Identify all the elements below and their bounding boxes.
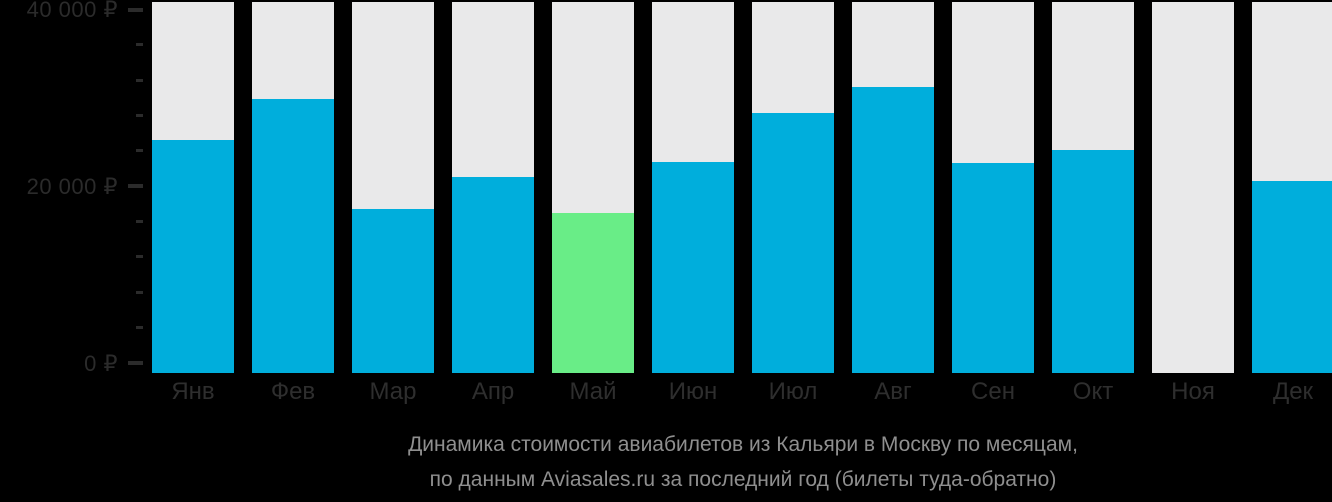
y-axis-minor-tick xyxy=(136,149,143,152)
bar-fill-apr xyxy=(452,177,534,373)
bar-column-may[interactable] xyxy=(552,2,634,373)
month-label-jun: Июн xyxy=(668,378,718,405)
bar-column-dec[interactable] xyxy=(1252,2,1332,373)
bar-fill-dec xyxy=(1252,181,1332,373)
month-label-sep: Сен xyxy=(971,378,1015,405)
month-label-aug: Авг xyxy=(874,378,912,405)
plot-area: 0 ₽ 20 000 ₽ 40 000 ₽ xyxy=(26,0,1332,376)
bar-column-oct[interactable] xyxy=(1052,2,1134,373)
bar-column-jan[interactable] xyxy=(152,2,234,373)
bar-fill-jul xyxy=(752,113,834,373)
bar-fill-oct xyxy=(1052,150,1134,373)
month-label-apr: Апр xyxy=(471,378,515,405)
bar-column-jul[interactable] xyxy=(752,2,834,373)
bar-column-jun[interactable] xyxy=(652,2,734,373)
y-axis-major-tick xyxy=(128,184,143,188)
bar-fill-sep xyxy=(952,163,1034,373)
chart-title: Динамика стоимости авиабилетов из Кальяр… xyxy=(154,427,1332,497)
month-label-jul: Июл xyxy=(768,378,818,405)
bar-column-aug[interactable] xyxy=(852,2,934,373)
month-label-dec: Дек xyxy=(1272,378,1314,405)
y-axis-minor-tick xyxy=(136,255,143,258)
y-axis-minor-tick xyxy=(136,326,143,329)
bar-fill-jun xyxy=(652,162,734,373)
bar-fill-may xyxy=(552,213,634,373)
y-axis-label-0: 0 ₽ xyxy=(84,351,118,376)
month-label-nov: Ноя xyxy=(1171,378,1215,405)
month-label-oct: Окт xyxy=(1072,378,1114,405)
bar-fill-feb xyxy=(252,99,334,373)
bar-column-apr[interactable] xyxy=(452,2,534,373)
month-label-mar: Мар xyxy=(369,378,417,405)
month-label-feb: Фев xyxy=(270,378,316,405)
y-axis-minor-tick xyxy=(136,43,143,46)
bar-column-nov[interactable] xyxy=(1152,2,1234,373)
y-axis-label-20000: 20 000 ₽ xyxy=(26,174,118,199)
y-axis-minor-tick xyxy=(136,79,143,82)
bar-fill-aug xyxy=(852,87,934,373)
bar-fill-jan xyxy=(152,140,234,373)
month-label-jan: Янв xyxy=(171,378,215,405)
y-axis-minor-tick xyxy=(136,291,143,294)
y-axis-minor-tick xyxy=(136,114,143,117)
y-axis-major-tick xyxy=(128,8,143,12)
chart-title-line1: Динамика стоимости авиабилетов из Кальяр… xyxy=(408,433,1078,456)
y-axis-label-40000: 40 000 ₽ xyxy=(26,0,118,22)
bar-column-feb[interactable] xyxy=(252,2,334,373)
y-axis-major-tick xyxy=(128,361,143,365)
chart-title-line2: по данным Aviasales.ru за последний год … xyxy=(429,468,1057,491)
month-label-may: Май xyxy=(569,378,617,405)
y-axis-minor-tick xyxy=(136,220,143,223)
bar-fill-mar xyxy=(352,209,434,373)
bar-column-sep[interactable] xyxy=(952,2,1034,373)
bar-column-mar[interactable] xyxy=(352,2,434,373)
